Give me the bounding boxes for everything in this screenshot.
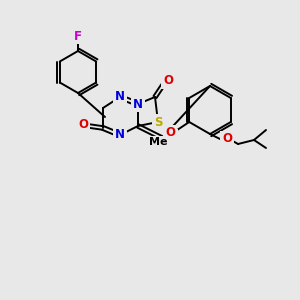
Text: O: O xyxy=(163,74,173,88)
Text: O: O xyxy=(222,133,232,146)
Text: N: N xyxy=(115,91,125,103)
Text: O: O xyxy=(78,118,88,130)
Text: S: S xyxy=(154,116,162,128)
Text: N: N xyxy=(115,128,125,142)
Text: Me: Me xyxy=(149,137,167,147)
Text: H: H xyxy=(166,130,176,143)
Text: F: F xyxy=(74,29,82,43)
Text: N: N xyxy=(133,98,143,110)
Text: O: O xyxy=(165,127,175,140)
